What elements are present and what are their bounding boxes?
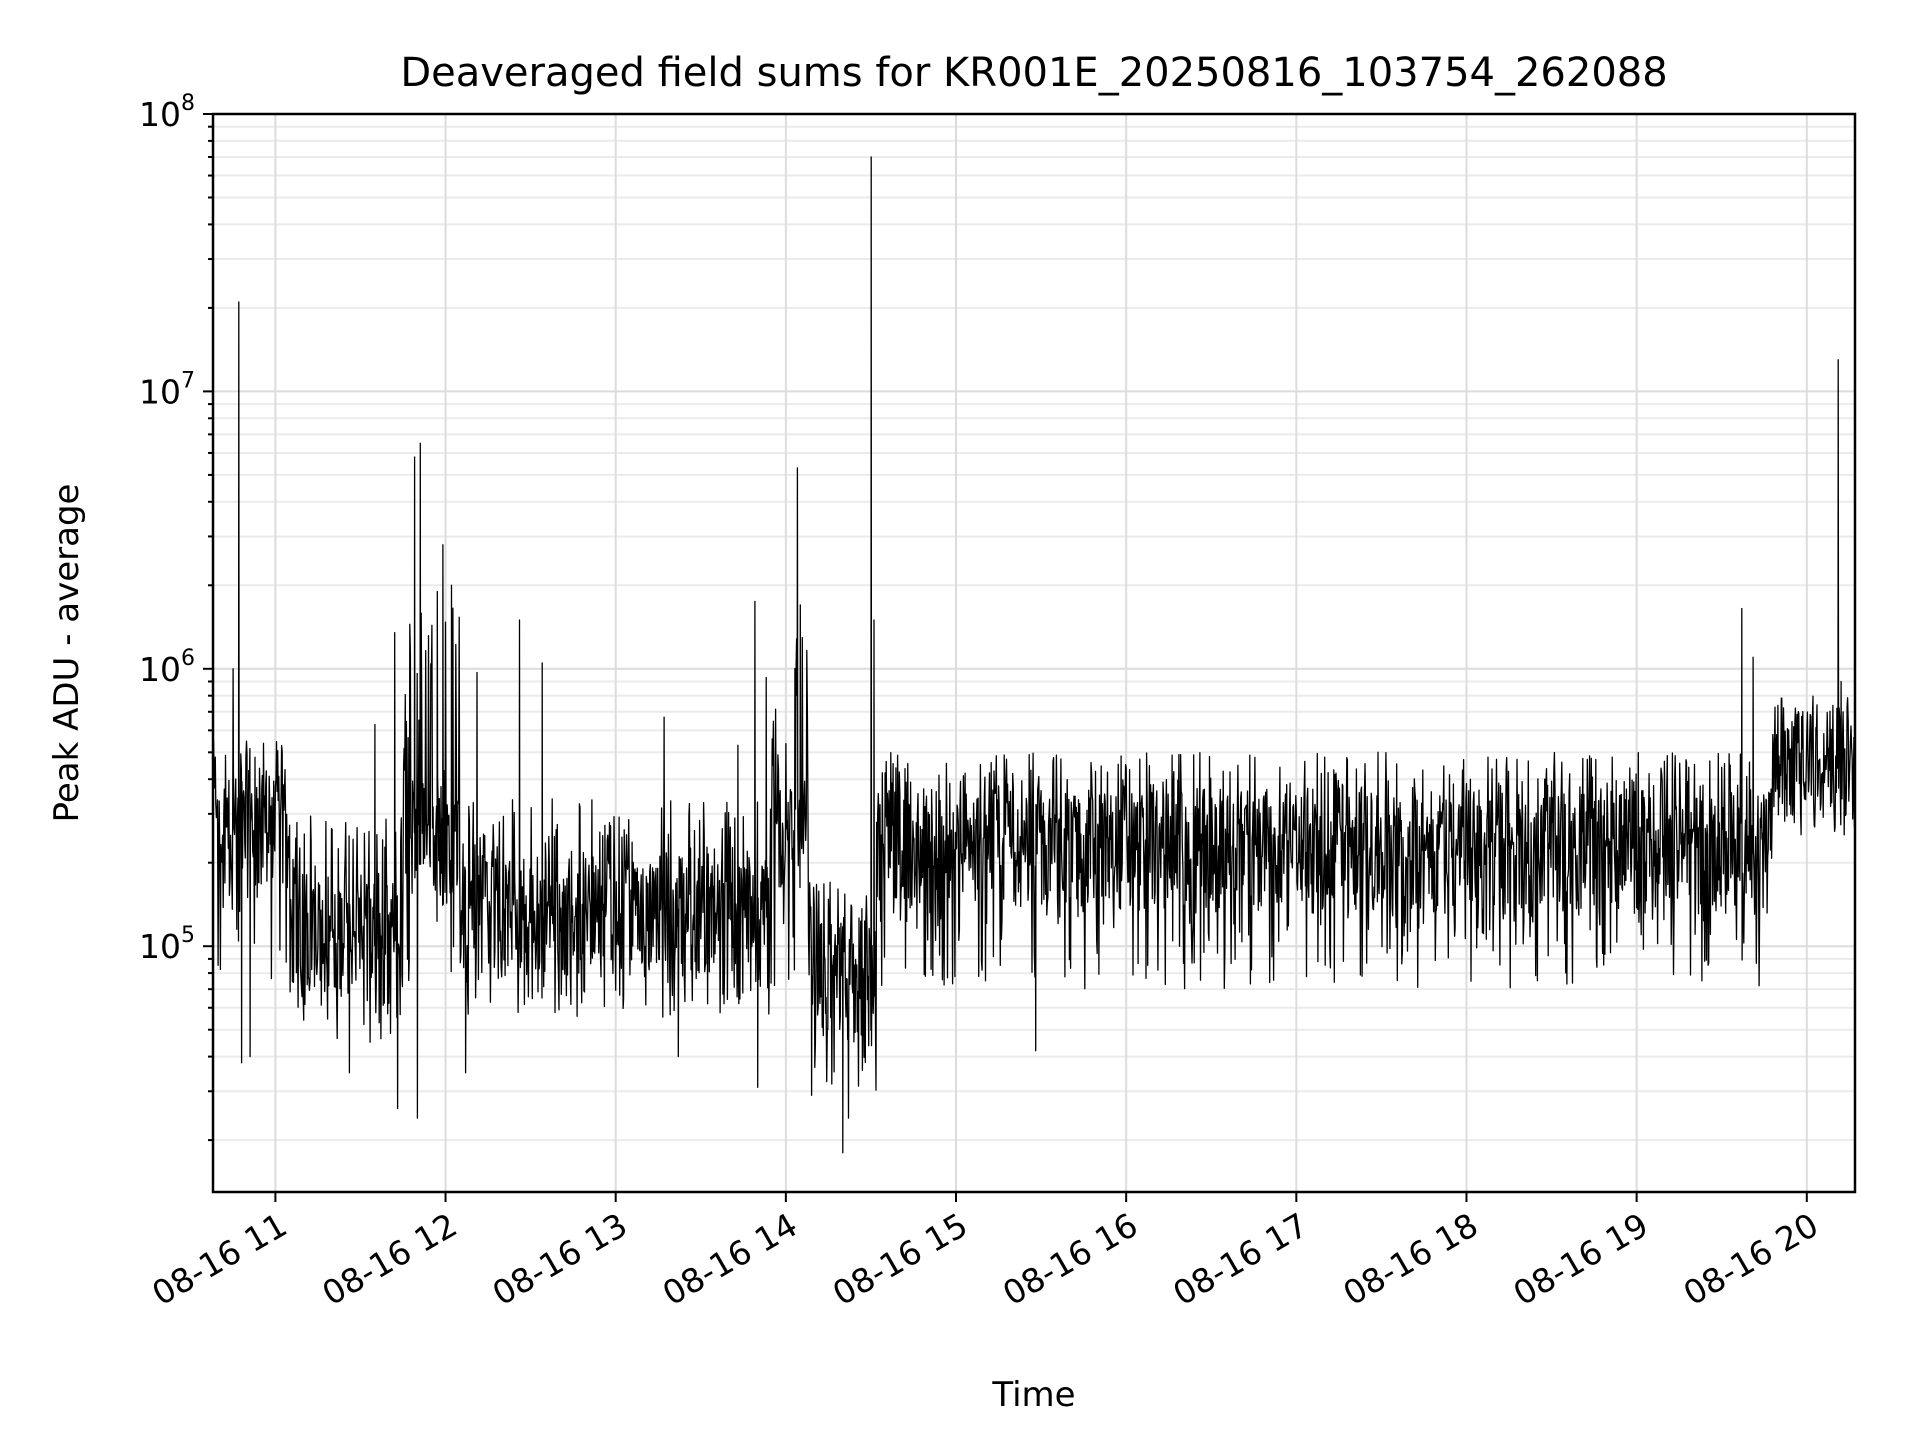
y-tick-label: 108 xyxy=(139,91,195,134)
y-tick-base: 10 xyxy=(139,650,181,689)
y-tick-exponent: 6 xyxy=(181,646,195,671)
y-tick-exponent: 7 xyxy=(181,368,195,393)
y-tick-exponent: 5 xyxy=(181,923,195,948)
x-axis-label: Time xyxy=(991,1375,1075,1415)
plot-frame xyxy=(211,112,1857,1194)
chart-title: Deaveraged field sums for KR001E_2025081… xyxy=(400,50,1667,96)
y-tick-label: 107 xyxy=(139,368,195,411)
y-tick-label: 106 xyxy=(139,646,195,689)
y-tick-base: 10 xyxy=(139,927,181,966)
plot-area xyxy=(213,156,1855,1154)
y-tick-label: 105 xyxy=(139,923,195,966)
y-axis-label: Peak ADU - average xyxy=(47,484,87,823)
y-tick-base: 10 xyxy=(139,95,181,134)
series-line xyxy=(213,156,1855,1154)
y-tick-base: 10 xyxy=(139,372,181,411)
y-tick-exponent: 8 xyxy=(181,91,195,116)
